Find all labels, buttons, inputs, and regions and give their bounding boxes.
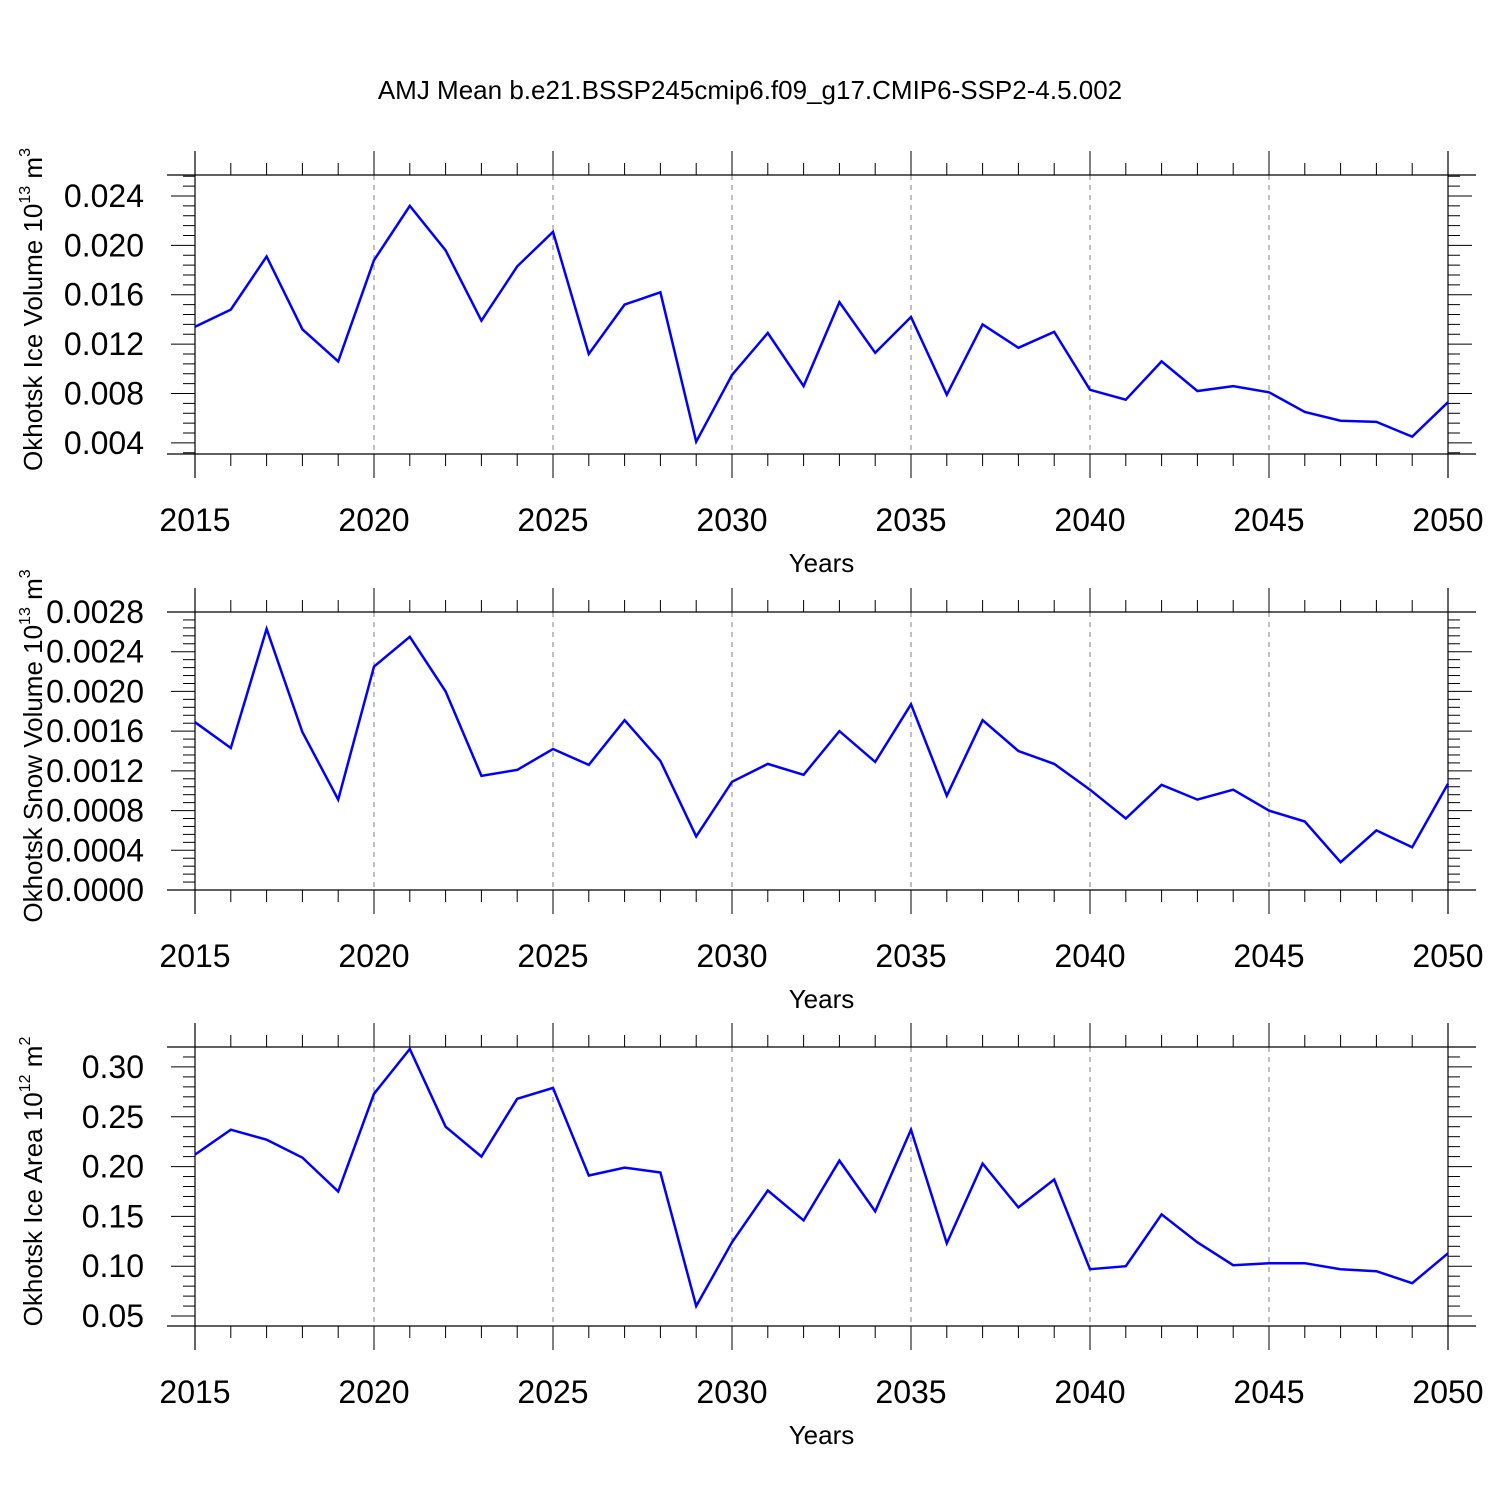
y-axis-label-unit-exponent: 12 [17, 1074, 34, 1092]
y-tick-label: 0.016 [64, 277, 144, 313]
series-line [194, 624, 1450, 864]
x-tick-label: 2040 [1054, 938, 1125, 974]
y-tick-label: 0.024 [64, 178, 144, 214]
x-tick-label: 2015 [159, 502, 230, 538]
x-tick-label: 2045 [1233, 1374, 1304, 1410]
x-tick-label: 2025 [517, 1374, 588, 1410]
x-tick-label: 2040 [1054, 1374, 1125, 1410]
x-tick-label: 2020 [338, 938, 409, 974]
y-axis-label-name: Okhotsk Ice Volume [18, 240, 48, 471]
panel-3: 2015 2020 2025 2030 2035 2040 2045 2050 0.05 0.10… [17, 1023, 1484, 1450]
x-tick-label: 2025 [517, 938, 588, 974]
y-tick-label: 0.0020 [46, 673, 144, 709]
y-axis-label-unit-base: 10 [18, 625, 48, 661]
x-axis-label: Years [789, 1420, 855, 1450]
y-axis-label-unit-symbol: m [18, 157, 48, 186]
y-tick-label: 0.20 [82, 1149, 144, 1185]
y-axis-label-unit-power: 3 [17, 148, 34, 157]
x-tick-label: 2045 [1233, 502, 1304, 538]
x-tick-label: 2030 [696, 502, 767, 538]
y-axis-label-unit-power: 2 [17, 1037, 34, 1046]
y-axis-label: Okhotsk Ice Area 1012 m2 [17, 1037, 48, 1327]
y-tick-label: 0.0004 [46, 832, 144, 868]
y-tick-label: 0.0012 [46, 753, 144, 789]
series-line [194, 203, 1449, 446]
y-axis-label-name: Okhotsk Snow Volume [18, 661, 48, 923]
x-tick-label: 2030 [696, 1374, 767, 1410]
x-tick-label: 2020 [338, 1374, 409, 1410]
x-axis-label: Years [789, 548, 855, 578]
y-axis-label-name: Okhotsk Ice Area [18, 1128, 48, 1327]
y-tick-label: 0.008 [64, 376, 144, 412]
y-tick-label: 0.0028 [46, 594, 144, 630]
x-tick-label: 2050 [1412, 938, 1483, 974]
x-tick-label: 2025 [517, 502, 588, 538]
x-tick-label: 2020 [338, 502, 409, 538]
y-axis-label-unit-symbol: m [18, 1046, 48, 1075]
series-line [194, 1046, 1449, 1310]
y-axis-label-unit-power: 3 [17, 569, 34, 578]
y-axis-label-unit-symbol: m [18, 578, 48, 607]
x-tick-label: 2015 [159, 938, 230, 974]
y-tick-label: 0.012 [64, 326, 144, 362]
y-tick-label: 0.020 [64, 227, 144, 263]
y-tick-label: 0.25 [82, 1099, 144, 1135]
y-tick-label: 0.0008 [46, 793, 144, 829]
y-tick-label: 0.15 [82, 1198, 144, 1234]
x-tick-label: 2015 [159, 1374, 230, 1410]
x-tick-label: 2045 [1233, 938, 1304, 974]
x-tick-label: 2040 [1054, 502, 1125, 538]
x-axis-label: Years [789, 984, 855, 1014]
figure-title: AMJ Mean b.e21.BSSP245cmip6.f09_g17.CMIP… [378, 75, 1122, 105]
x-tick-label: 2035 [875, 938, 946, 974]
panel-2: 2015 2020 2025 2030 2035 2040 2045 2050 0.0000 0.… [17, 569, 1484, 1014]
panel-1: 2015 2020 2025 2030 2035 2040 2045 2050 0.004 0.0… [17, 148, 1484, 578]
x-tick-label: 2050 [1412, 1374, 1483, 1410]
y-tick-label: 0.004 [64, 425, 144, 461]
y-tick-label: 0.05 [82, 1298, 144, 1334]
x-tick-label: 2035 [875, 1374, 946, 1410]
y-axis-label: Okhotsk Snow Volume 1013 m3 [17, 569, 48, 922]
x-tick-label: 2035 [875, 502, 946, 538]
y-tick-label: 0.0024 [46, 634, 144, 670]
y-tick-label: 0.10 [82, 1248, 144, 1284]
y-tick-label: 0.30 [82, 1049, 144, 1085]
y-tick-label: 0.0016 [46, 713, 144, 749]
y-axis-label: Okhotsk Ice Volume 1013 m3 [17, 148, 48, 471]
y-axis-label-unit-exponent: 13 [17, 186, 34, 204]
y-tick-label: 0.0000 [46, 872, 144, 908]
y-axis-label-unit-exponent: 13 [17, 607, 34, 625]
y-axis-label-unit-base: 10 [18, 1092, 48, 1128]
y-axis-label-unit-base: 10 [18, 204, 48, 240]
x-tick-label: 2030 [696, 938, 767, 974]
x-tick-label: 2050 [1412, 502, 1483, 538]
